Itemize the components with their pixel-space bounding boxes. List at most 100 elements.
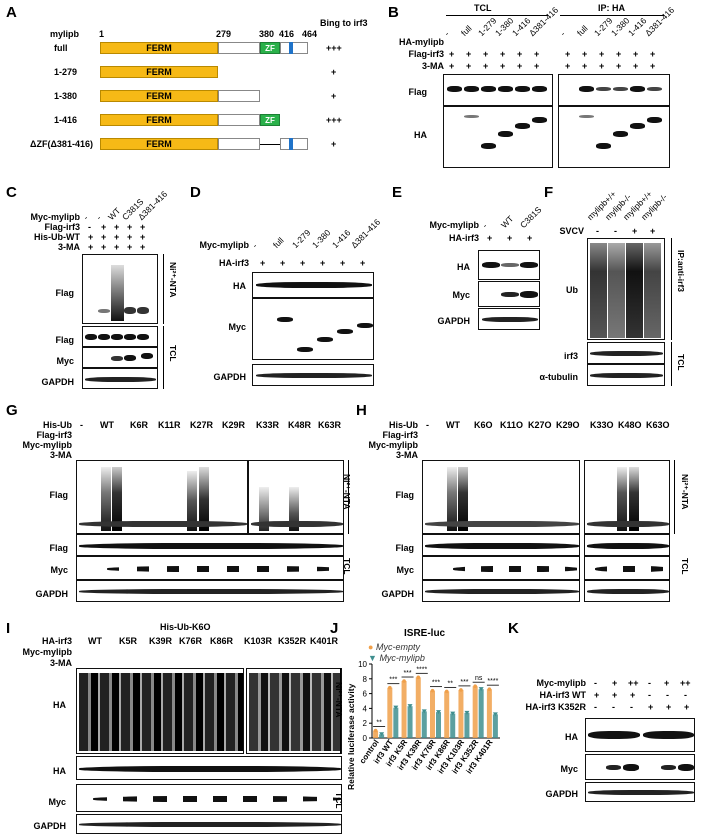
c-term-motif <box>289 42 293 54</box>
y-tick-label: 8 <box>363 675 368 684</box>
sign: + <box>612 678 618 688</box>
blot-label: GAPDH <box>35 589 68 599</box>
group-label-ip: IP: HA <box>598 3 625 13</box>
panel-letter-d: D <box>190 184 201 201</box>
sign: + <box>534 49 540 59</box>
data-point <box>421 709 427 714</box>
sign: + <box>632 226 638 236</box>
blot-label: Flag <box>408 87 427 97</box>
blot-label: Flag <box>395 543 414 553</box>
significance-label: **** <box>487 678 498 685</box>
sign: + <box>594 690 600 700</box>
sign: + <box>500 61 506 71</box>
data-point <box>492 712 498 717</box>
sign: + <box>114 242 120 252</box>
sign: + <box>599 49 605 59</box>
blot-label: GAPDH <box>381 589 414 599</box>
blot-label: Myc <box>50 565 68 575</box>
sign: + <box>612 690 618 700</box>
blot-i-ni-ha <box>76 668 244 754</box>
blot-label: Myc <box>48 797 66 807</box>
group-label: K11R <box>158 420 181 430</box>
sign: + <box>140 222 146 232</box>
panel-a-pos-1: 1 <box>99 29 105 39</box>
bar <box>464 712 470 738</box>
significance-label: *** <box>432 680 440 687</box>
blot-label: Myc <box>228 322 246 332</box>
construct-binding: +++ <box>326 115 342 125</box>
panel-letter-e: E <box>392 184 403 201</box>
blot-label: HA <box>414 130 427 140</box>
group-label: K29O <box>556 420 580 430</box>
sign: + <box>527 233 533 243</box>
panel-a-header-right: Bing to irf3 <box>320 18 368 28</box>
sign: + <box>684 702 690 712</box>
sign: + <box>140 232 146 242</box>
sign: - <box>612 702 615 712</box>
blot-k-ha <box>585 718 695 752</box>
blot-k-myc <box>585 754 695 780</box>
ferm-domain: FERM <box>100 138 218 150</box>
sign: - <box>594 678 597 688</box>
blot-label: α-tubulin <box>539 372 578 382</box>
construct-label: 1-279 <box>54 67 78 77</box>
row-label: HA-irf3 <box>448 233 479 243</box>
sign: + <box>650 49 656 59</box>
blot-h-ni-flag-right <box>584 460 670 534</box>
construct-label: 1-380 <box>54 91 78 101</box>
bar <box>450 713 456 738</box>
group-label: K6O <box>474 420 493 430</box>
panel-letter-i: I <box>6 620 11 637</box>
data-point <box>459 688 463 692</box>
sign: - <box>684 690 687 700</box>
y-tick-label: 6 <box>363 690 368 699</box>
row-label: Myc-mylipb <box>429 220 479 230</box>
blot-g-ni-flag <box>76 460 248 534</box>
sign: - <box>648 678 651 688</box>
group-label: K352R <box>278 636 307 646</box>
blot-label: HA <box>565 732 578 742</box>
construct-label: full <box>54 43 68 53</box>
group-label: K63O <box>646 420 670 430</box>
group-label: K39R <box>149 636 173 646</box>
blot-label: GAPDH <box>545 789 578 799</box>
data-point <box>416 675 421 680</box>
blot-i-ni-ha-right <box>246 668 342 754</box>
bar <box>421 711 427 738</box>
blot-label: GAPDH <box>437 316 470 326</box>
blot-c-tcl-flag <box>82 326 158 347</box>
bar <box>373 730 379 738</box>
data-point <box>436 710 441 715</box>
row-label: 3-MA <box>50 658 72 668</box>
blot-g-tcl-gapdh <box>76 580 344 602</box>
blot-h-tcl-myc-right <box>584 556 670 580</box>
ferm-domain: FERM <box>100 114 218 126</box>
blot-h-tcl-flag-right <box>584 534 670 556</box>
sign: ++ <box>680 678 691 688</box>
bar <box>401 681 407 738</box>
sign: + <box>483 49 489 59</box>
blot-d-myc <box>252 298 374 360</box>
sign: + <box>127 222 133 232</box>
construct-binding: + <box>331 67 337 77</box>
sign: + <box>340 258 346 268</box>
sign: - <box>666 690 669 700</box>
sign: + <box>101 232 107 242</box>
sign: + <box>666 702 672 712</box>
sign: + <box>260 258 266 268</box>
sign: + <box>500 49 506 59</box>
sign: + <box>616 61 622 71</box>
data-point <box>430 688 435 693</box>
panel-a-pos-279: 279 <box>216 29 232 39</box>
panel-a-pos-380: 380 <box>259 29 275 39</box>
zf-domain: ZF <box>260 42 280 54</box>
blot-label: HA <box>53 766 66 776</box>
bar <box>472 686 478 738</box>
row-label: HA-irf3 K352R <box>525 702 586 712</box>
group-label: K401R <box>310 636 339 646</box>
linker-region <box>218 114 260 126</box>
panel-letter-k: K <box>508 620 519 637</box>
group-label: K48O <box>618 420 642 430</box>
blot-h-tcl-flag <box>422 534 580 556</box>
